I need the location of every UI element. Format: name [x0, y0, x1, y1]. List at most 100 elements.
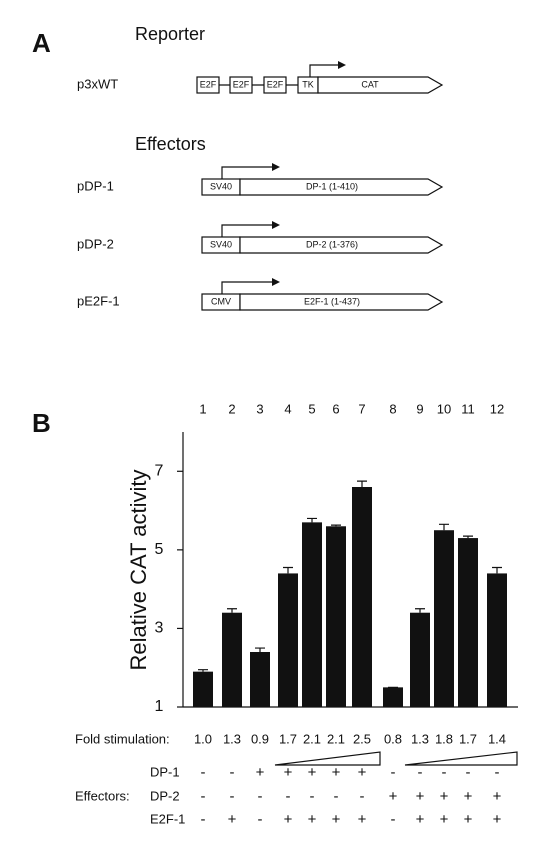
effector-name: E2F-1	[150, 811, 185, 826]
gene-label: E2F-1 (1-437)	[304, 296, 360, 306]
effector-sign: +	[440, 811, 449, 828]
bar	[250, 652, 270, 707]
reporter-heading: Reporter	[135, 24, 205, 44]
fold-value: 0.8	[384, 731, 402, 746]
gene-label: DP-2 (1-376)	[306, 239, 358, 249]
error-bar	[307, 517, 317, 523]
fold-value: 2.1	[303, 731, 321, 746]
error-bar	[331, 524, 341, 527]
y-tick-label: 7	[155, 463, 164, 480]
lane-number: 11	[461, 401, 475, 416]
fold-value: 2.1	[327, 731, 345, 746]
lane-number: 10	[437, 401, 451, 416]
bar	[487, 573, 507, 707]
bar	[410, 612, 430, 707]
lane-number: 5	[308, 401, 315, 416]
promoter-label: SV40	[210, 239, 232, 249]
fold-value: 1.3	[411, 731, 429, 746]
effector-sign: +	[284, 811, 293, 828]
bar	[352, 487, 372, 707]
promoter-label: SV40	[210, 181, 232, 191]
effector-sign: +	[389, 788, 398, 805]
bar	[193, 671, 213, 707]
element-box	[229, 76, 253, 94]
construct-name: p3xWT	[77, 76, 118, 91]
element-box	[196, 76, 220, 94]
y-axis-label: Relative CAT activity	[126, 470, 151, 671]
effector-name: DP-2	[150, 788, 180, 803]
arrowhead	[272, 278, 280, 286]
fold-value: 1.7	[459, 731, 477, 746]
arrowhead	[338, 61, 346, 69]
gene-arrow	[317, 76, 444, 94]
effector-sign: +	[493, 811, 502, 828]
element-box	[263, 76, 287, 94]
effector-sign: -	[495, 764, 500, 781]
effector-sign: -	[286, 788, 291, 805]
fold-value: 0.9	[251, 731, 269, 746]
gene-arrow	[239, 293, 444, 311]
error-bar	[463, 535, 473, 539]
construct-name: pDP-1	[77, 178, 114, 193]
effector-sign: -	[258, 811, 263, 828]
construct-name: pE2F-1	[77, 293, 120, 308]
error-bar	[439, 523, 449, 531]
dose-wedge	[404, 751, 518, 766]
effector-sign: -	[442, 764, 447, 781]
error-bar	[198, 669, 208, 672]
lane-number: 2	[228, 401, 235, 416]
effector-sign: -	[201, 764, 206, 781]
gene-label: DP-1 (1-410)	[306, 181, 358, 191]
effector-sign: +	[416, 788, 425, 805]
effector-sign: -	[334, 788, 339, 805]
effector-sign: -	[391, 764, 396, 781]
fold-value: 1.4	[488, 731, 506, 746]
promoter-arrow	[221, 166, 272, 179]
effector-sign: -	[310, 788, 315, 805]
error-bar	[415, 608, 425, 613]
bar	[302, 522, 322, 707]
element-label: E2F	[267, 79, 284, 89]
lane-number: 6	[332, 401, 339, 416]
effector-sign: +	[228, 811, 237, 828]
effector-sign: +	[308, 811, 317, 828]
fold-value: 1.8	[435, 731, 453, 746]
error-bar	[227, 608, 237, 613]
effector-sign: +	[284, 764, 293, 781]
fold-label: Fold stimulation:	[75, 731, 170, 746]
lane-number: 3	[256, 401, 263, 416]
fold-value: 2.5	[353, 731, 371, 746]
dose-wedge	[274, 751, 381, 766]
bar	[222, 612, 242, 707]
effector-sign: -	[258, 788, 263, 805]
effector-sign: -	[230, 788, 235, 805]
panel-label: B	[32, 408, 51, 438]
fold-value: 1.3	[223, 731, 241, 746]
effector-sign: -	[201, 811, 206, 828]
effector-sign: +	[358, 811, 367, 828]
error-bar	[492, 566, 502, 574]
effector-sign: +	[332, 811, 341, 828]
element-label: E2F	[233, 79, 250, 89]
y-tick-label: 3	[155, 620, 164, 637]
effector-sign: +	[440, 788, 449, 805]
effectors-heading: Effectors	[135, 134, 206, 154]
y-tick-label: 5	[155, 541, 164, 558]
effector-sign: +	[464, 788, 473, 805]
fold-value: 1.0	[194, 731, 212, 746]
effector-sign: -	[201, 788, 206, 805]
lane-number: 8	[389, 401, 396, 416]
effector-sign: +	[358, 764, 367, 781]
bar	[458, 538, 478, 707]
lane-number: 12	[490, 401, 504, 416]
panel-label: A	[32, 28, 51, 58]
arrowhead	[272, 163, 280, 171]
effector-sign: +	[256, 764, 265, 781]
bar	[326, 526, 346, 707]
bar	[434, 530, 454, 707]
error-bar	[255, 647, 265, 652]
lane-number: 4	[284, 401, 291, 416]
promoter-label: CMV	[211, 296, 231, 306]
arrowhead	[272, 221, 280, 229]
